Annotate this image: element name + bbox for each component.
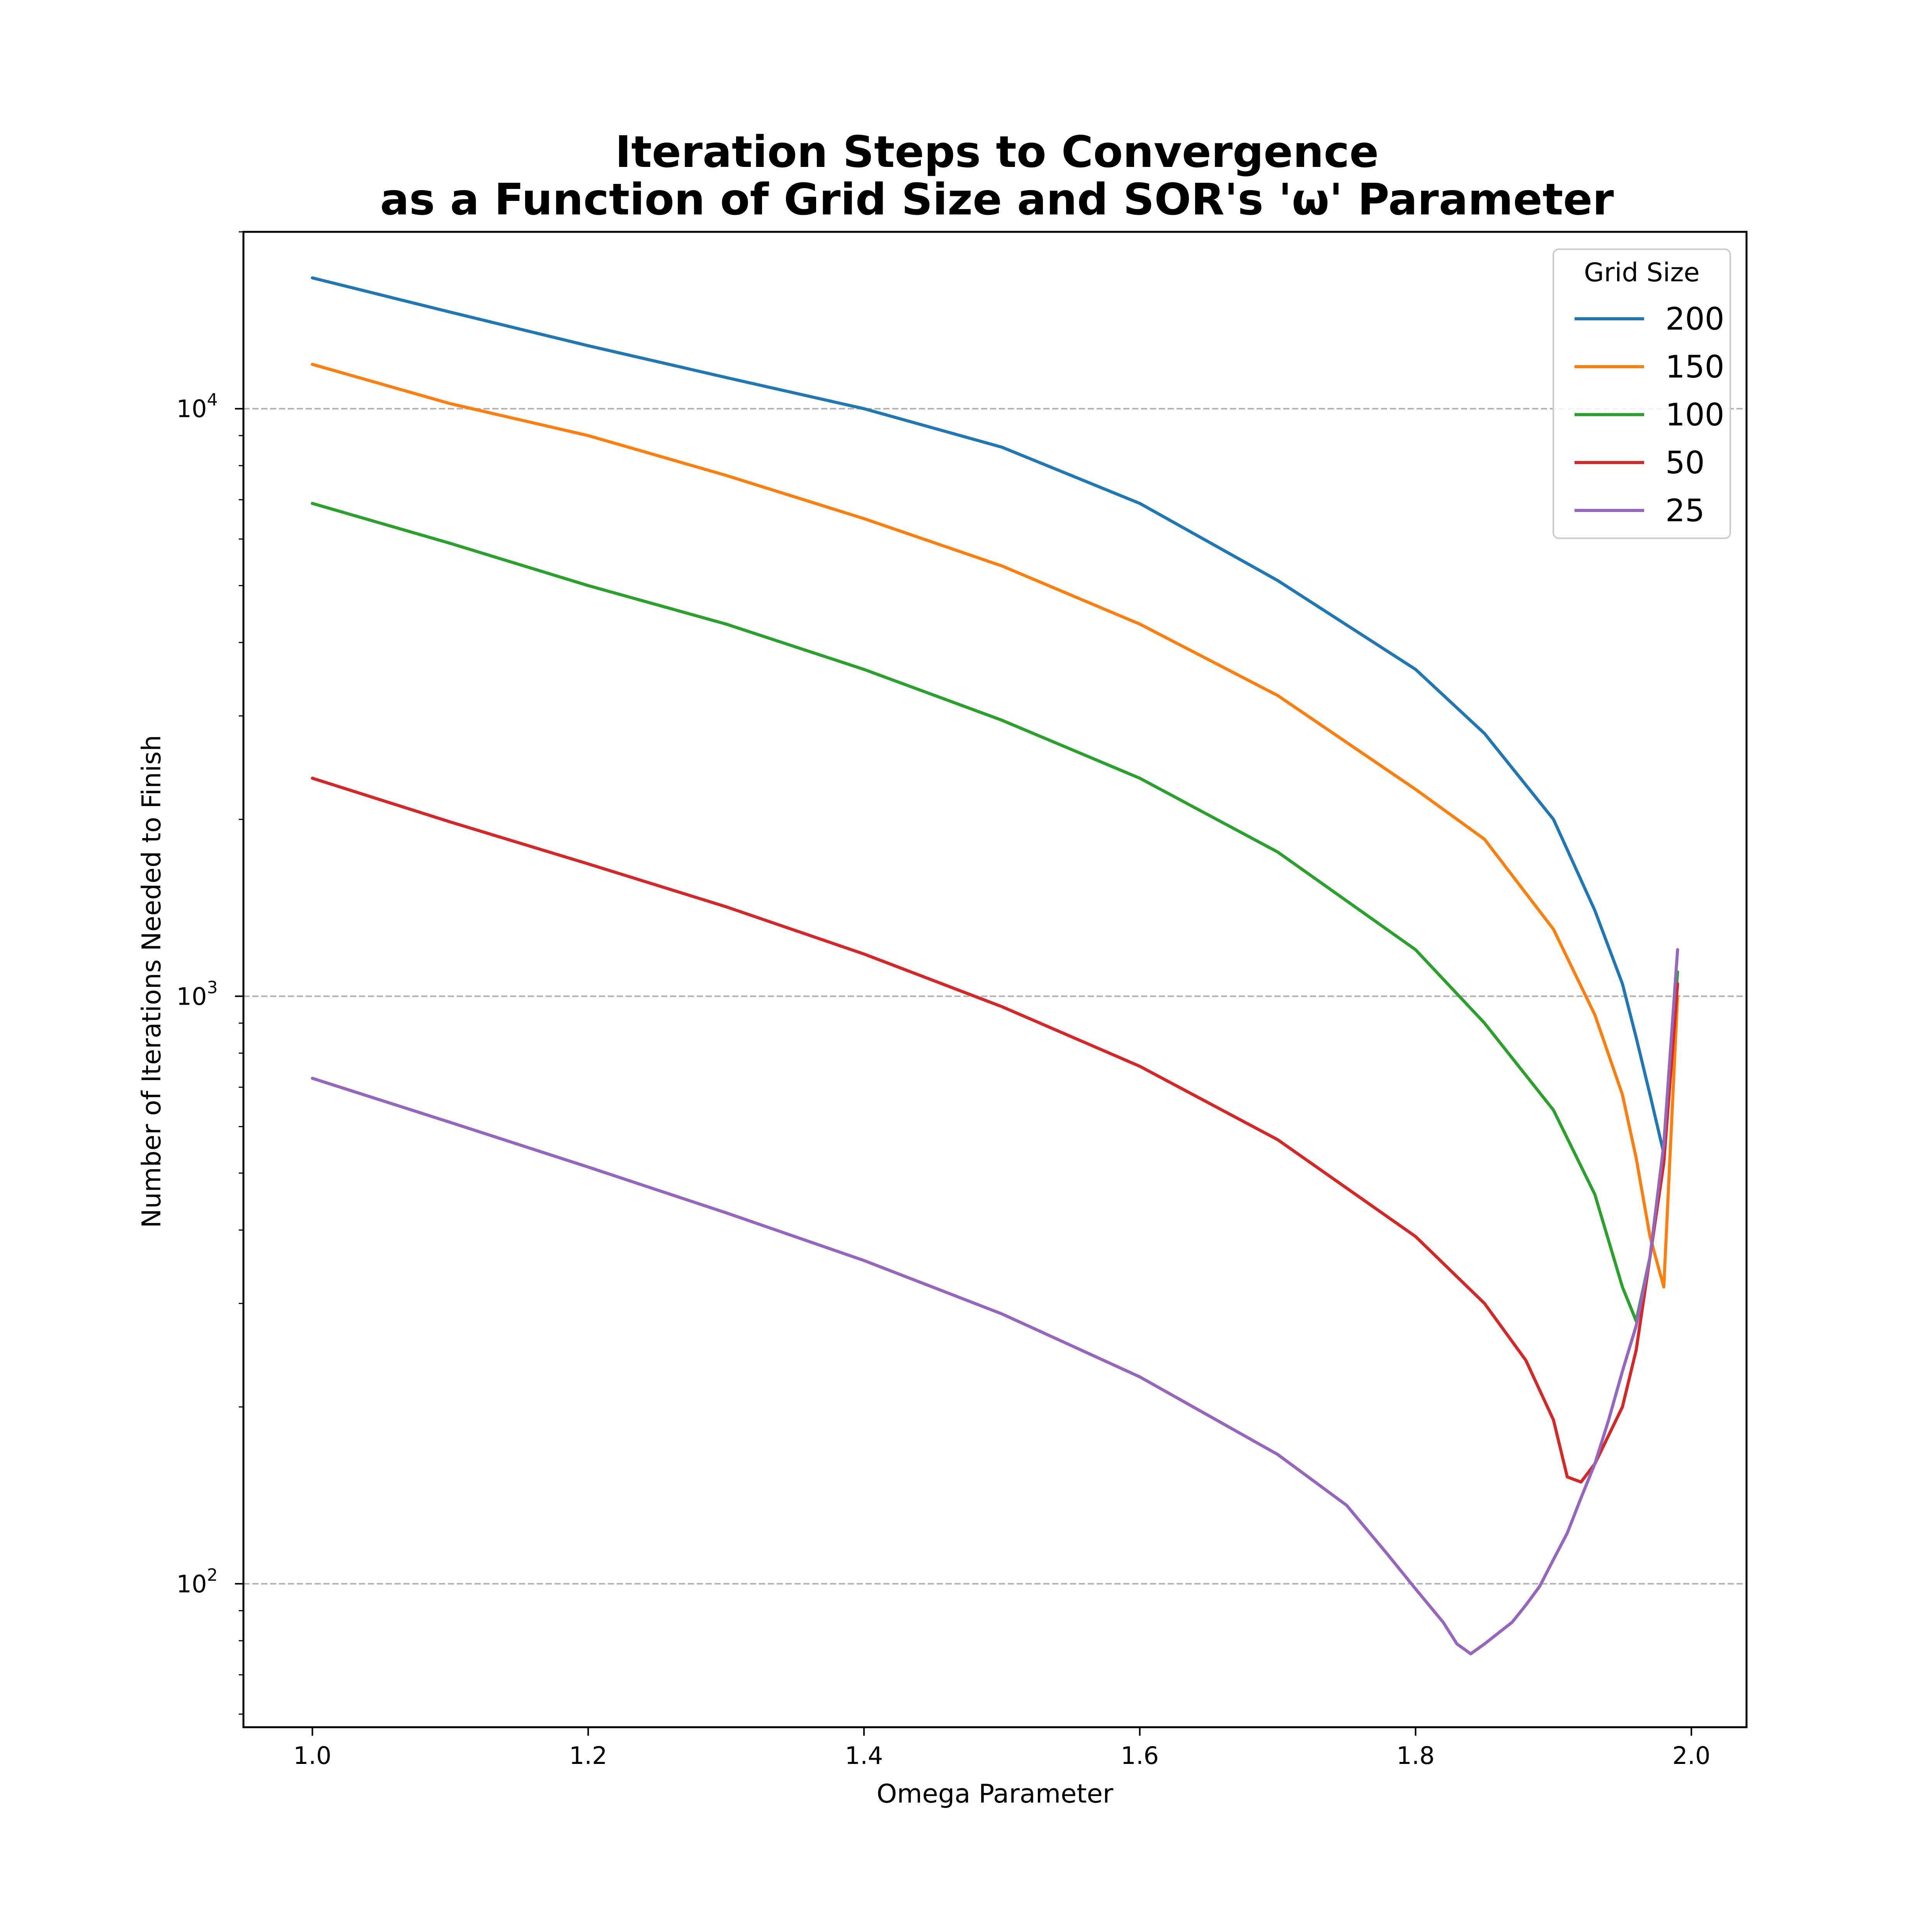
legend-entries: 200 150 100 50 25 — [1575, 301, 1725, 529]
axes-frame — [242, 231, 1748, 1728]
legend-box — [1553, 248, 1731, 539]
grid-lines — [243, 408, 1747, 1585]
series-line-50 — [311, 777, 1679, 1484]
series-line-25 — [311, 948, 1679, 1655]
legend-label: 25 — [1665, 493, 1705, 529]
series-line-200 — [311, 276, 1665, 1155]
chart-title-line1: Iteration Steps to Convergence — [615, 127, 1379, 177]
y-tick-label: 102 — [177, 1565, 218, 1598]
y-axis: 102 103 104 — [177, 231, 243, 1715]
series-lines — [311, 276, 1679, 1655]
y-axis-label: Number of Iterations Needed to Finish — [136, 735, 167, 1228]
legend-label: 150 — [1665, 349, 1725, 385]
legend-title: Grid Size — [1584, 257, 1699, 287]
x-tick-label: 1.2 — [569, 1742, 607, 1770]
legend: Grid Size 200 150 100 50 25 — [1553, 248, 1731, 539]
chart-title-line2: as a Function of Grid Size and SOR's 'ω'… — [380, 175, 1614, 225]
y-tick-label: 103 — [177, 978, 218, 1010]
legend-label: 200 — [1665, 301, 1725, 337]
x-tick-label: 1.8 — [1396, 1742, 1435, 1770]
series-line-150 — [311, 362, 1679, 1289]
plot-area — [242, 231, 1748, 1728]
x-tick-label: 1.6 — [1121, 1742, 1159, 1770]
x-axis: 1.0 1.2 1.4 1.6 1.8 2.0 — [293, 1727, 1711, 1770]
x-tick-label: 1.4 — [845, 1742, 883, 1770]
x-tick-label: 1.0 — [293, 1742, 332, 1770]
legend-label: 100 — [1665, 397, 1725, 433]
y-tick-label: 104 — [177, 390, 218, 423]
x-tick-label: 2.0 — [1672, 1742, 1711, 1770]
legend-label: 50 — [1665, 445, 1705, 481]
x-axis-label: Omega Parameter — [877, 1779, 1114, 1809]
